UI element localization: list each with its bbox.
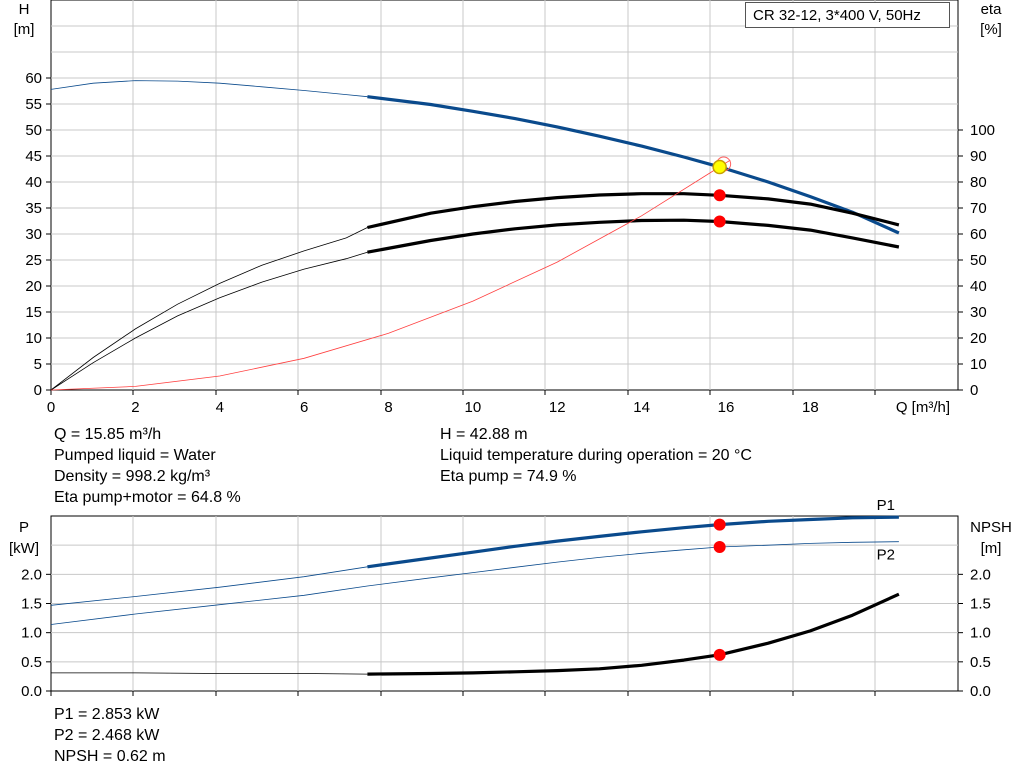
power-panel-y2tick-label: 1.0	[970, 625, 991, 642]
head-panel-ytick-label: 0	[34, 382, 42, 399]
power-panel-y2label: NPSH	[970, 519, 1012, 536]
power-panel-y2tick-label: 1.5	[970, 596, 991, 613]
head-panel-y2tick-label: 10	[970, 356, 987, 373]
head-panel-y2tick-label: 60	[970, 226, 987, 243]
series-eta-pump-motor-line	[50, 251, 368, 391]
head-panel-xlabel: Q [m³/h]	[896, 399, 950, 416]
power-panel-ytick-label: 0.0	[21, 683, 42, 700]
power-panel-y2tick-label: 2.0	[970, 566, 991, 583]
head-panel-ytick-label: 40	[25, 174, 42, 191]
head-panel-xtick-label: 0	[47, 399, 55, 416]
p2-point-marker	[713, 541, 726, 554]
head-panel-xtick-label: 14	[633, 399, 650, 416]
head-panel-y2tick-label: 50	[970, 252, 987, 269]
head-panel-ytick-label: 10	[25, 330, 42, 347]
head-panel-ytick-label: 55	[25, 96, 42, 113]
series-p2-line	[50, 541, 899, 625]
head-panel-y2label-unit: [%]	[980, 21, 1002, 38]
info-liquid: Pumped liquid = Water	[54, 447, 216, 464]
info-top-left: Q = 15.85 m³/h Pumped liquid = Water Den…	[54, 424, 241, 508]
series-p1-line	[50, 566, 368, 606]
series-head-bold-line	[367, 95, 900, 235]
head-panel-y2label: eta	[981, 1, 1003, 18]
power-panel-ytick-label: 2.0	[21, 566, 42, 583]
head-panel-y2tick-label: 0	[970, 382, 978, 399]
head-panel-xtick-label: 2	[131, 399, 139, 416]
info-liquid-temperature: Liquid temperature during operation = 20…	[440, 447, 752, 464]
chart-title: CR 32-12, 3*400 V, 50Hz	[745, 2, 950, 28]
duty-point-marker	[712, 159, 727, 175]
head-panel-xtick-label: 12	[549, 399, 566, 416]
power-panel-y2label-unit: [m]	[981, 540, 1002, 557]
info-top-right: H = 42.88 m Liquid temperature during op…	[440, 424, 752, 487]
info-npsh: NPSH = 0.62 m	[54, 748, 166, 765]
info-eta-pump: Eta pump = 74.9 %	[440, 468, 577, 485]
head-panel-frame	[50, 0, 959, 391]
info-eta-pump-motor: Eta pump+motor = 64.8 %	[54, 489, 241, 506]
power-panel-ylabel-unit: [kW]	[9, 540, 39, 557]
head-panel-xtick-label: 10	[465, 399, 482, 416]
head-panel-ytick-label: 30	[25, 226, 42, 243]
eta-pump-point-marker	[713, 189, 726, 202]
head-panel-y2tick-label: 90	[970, 148, 987, 165]
power-panel-y2tick-label: 0.0	[970, 683, 991, 700]
head-panel-xtick-label: 18	[802, 399, 819, 416]
power-panel-ylabel: P	[19, 519, 29, 536]
head-panel-y2tick-label: 40	[970, 278, 987, 295]
head-panel-y2tick-label: 70	[970, 200, 987, 217]
power-panel-ytick-label: 1.5	[21, 596, 42, 613]
series-npsh-bold-line	[367, 592, 900, 676]
head-panel-xtick-label: 4	[216, 399, 224, 416]
series-p1-name-label: P1	[877, 497, 895, 514]
head-panel-ytick-label: 45	[25, 148, 42, 165]
info-density: Density = 998.2 kg/m³	[54, 468, 211, 485]
series-system-line	[50, 159, 731, 391]
eta-pump-motor-point-marker	[713, 215, 726, 228]
head-panel-ytick-label: 35	[25, 200, 42, 217]
series-head-line	[50, 80, 368, 98]
head-panel-ytick-label: 15	[25, 304, 42, 321]
head-panel-ylabel: H	[19, 1, 30, 18]
head-panel-ytick-label: 60	[25, 70, 42, 87]
info-p2: P2 = 2.468 kW	[54, 727, 160, 744]
head-panel-ytick-label: 5	[34, 356, 42, 373]
head-panel-y2tick-label: 30	[970, 304, 987, 321]
series-eta-pump-motor-bold-line	[367, 218, 900, 254]
power-panel-y2tick-label: 0.5	[970, 654, 991, 671]
head-panel-y2tick-label: 100	[970, 122, 995, 139]
head-panel-ylabel-unit: [m]	[14, 21, 35, 38]
info-flow: Q = 15.85 m³/h	[54, 426, 162, 443]
head-panel-ytick-label: 50	[25, 122, 42, 139]
series-eta-pump-line	[50, 227, 368, 391]
series-p1-bold-line	[367, 515, 899, 569]
head-panel-y2tick-label: 20	[970, 330, 987, 347]
head-panel-ytick-label: 25	[25, 252, 42, 269]
head-panel-y2tick-label: 80	[970, 174, 987, 191]
head-panel-xtick-label: 16	[718, 399, 735, 416]
info-head: H = 42.88 m	[440, 426, 528, 443]
info-p1: P1 = 2.853 kW	[54, 706, 160, 723]
head-panel-xtick-label: 8	[384, 399, 392, 416]
power-panel-ytick-label: 0.5	[21, 654, 42, 671]
head-panel-ytick-label: 20	[25, 278, 42, 295]
series-eta-pump-bold-line	[367, 192, 900, 230]
p1-point-marker	[713, 518, 726, 531]
power-panel-ytick-label: 1.0	[21, 625, 42, 642]
info-bottom-left: P1 = 2.853 kW P2 = 2.468 kW NPSH = 0.62 …	[54, 704, 166, 767]
series-p2-name-label: P2	[877, 547, 895, 564]
head-panel-xtick-label: 6	[300, 399, 308, 416]
npsh-point-marker	[713, 648, 726, 661]
series-npsh-line	[51, 672, 368, 675]
